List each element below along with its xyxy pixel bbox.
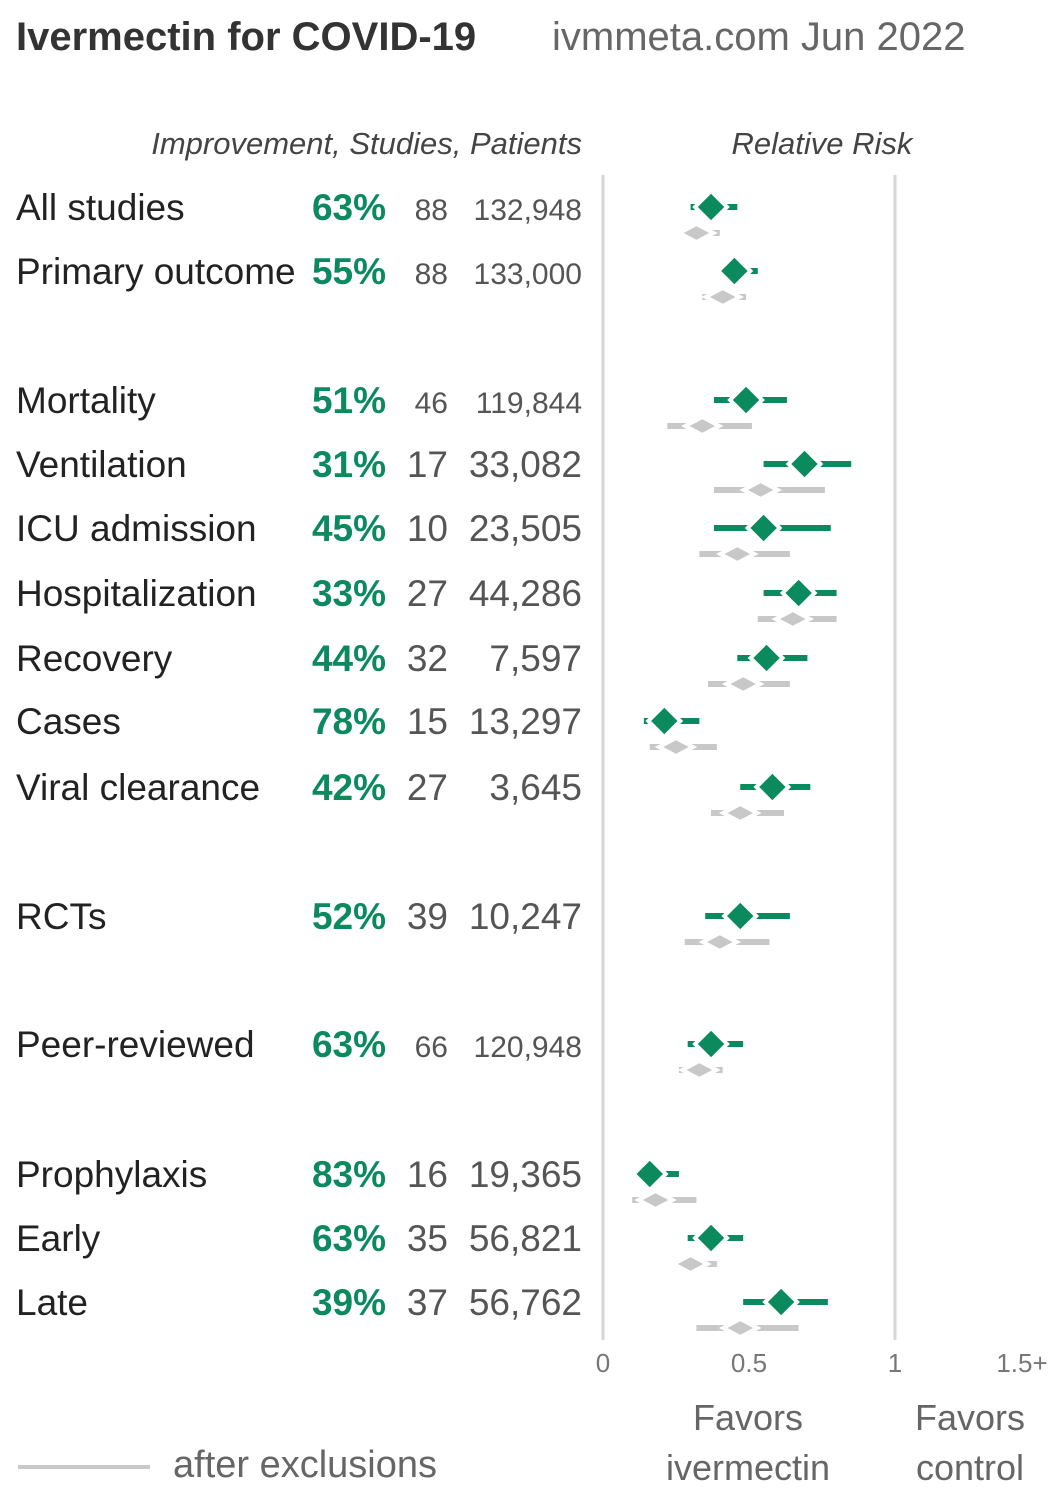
row-label: RCTs — [16, 896, 106, 937]
row-improvement: 52% — [312, 896, 386, 937]
main-point — [692, 1025, 730, 1063]
exclusions-point — [681, 414, 724, 438]
row-studies: 88 — [415, 194, 448, 227]
row-improvement: 63% — [312, 1024, 386, 1065]
row-patients: 3,645 — [489, 767, 582, 808]
main-point — [779, 574, 818, 612]
row-label: Recovery — [16, 638, 173, 679]
row-studies: 88 — [415, 258, 448, 291]
row-patients: 44,286 — [469, 573, 582, 614]
row-patients: 10,247 — [469, 896, 582, 937]
row-label: Primary outcome — [16, 251, 296, 292]
row-studies: 15 — [407, 701, 448, 742]
row-improvement: 51% — [312, 380, 386, 421]
row-label: Late — [16, 1282, 88, 1323]
row-patients: 133,000 — [474, 258, 582, 291]
row-improvement: 55% — [312, 251, 386, 292]
favors-ivermectin-line1: Favors — [693, 1397, 803, 1438]
row-label: Ventilation — [16, 444, 187, 485]
row-patients: 23,505 — [469, 508, 582, 549]
row-improvement: 63% — [312, 187, 386, 228]
main-point — [715, 252, 754, 290]
main-point — [762, 1283, 800, 1321]
x-tick-label: 1.5+ — [996, 1348, 1047, 1378]
row-patients: 120,948 — [474, 1031, 582, 1064]
legend-exclusions-label: after exclusions — [173, 1444, 437, 1486]
row-label: All studies — [16, 187, 185, 228]
exclusions-point — [716, 542, 759, 566]
row-studies: 16 — [407, 1154, 448, 1195]
row-studies: 46 — [415, 387, 448, 420]
row-studies: 37 — [407, 1282, 448, 1323]
exclusions-point — [634, 1188, 677, 1212]
x-tick-label: 0.5 — [731, 1348, 767, 1378]
row-improvement: 45% — [312, 508, 386, 549]
exclusions-point — [669, 1252, 712, 1276]
favors-ivermectin-line2: ivermectin — [666, 1447, 830, 1488]
row-studies: 39 — [407, 896, 448, 937]
row-patients: 56,821 — [469, 1218, 582, 1259]
chart-subtitle: ivmmeta.com Jun 2022 — [552, 15, 966, 59]
axis-title: Relative Risk — [732, 126, 914, 161]
exclusions-point — [654, 735, 698, 759]
row-improvement: 42% — [312, 767, 386, 808]
exclusions-point — [721, 672, 765, 696]
row-improvement: 63% — [312, 1218, 386, 1259]
main-point — [727, 381, 765, 419]
row-improvement: 83% — [312, 1154, 386, 1195]
row-patients: 13,297 — [469, 701, 582, 742]
main-point — [744, 509, 783, 547]
x-tick-label: 0 — [596, 1348, 610, 1378]
row-label: Prophylaxis — [16, 1154, 207, 1195]
row-improvement: 44% — [312, 638, 386, 679]
row-label: Early — [16, 1218, 101, 1259]
row-patients: 119,844 — [476, 387, 582, 420]
x-tick-label: 1 — [888, 1348, 902, 1378]
row-label: Viral clearance — [16, 767, 260, 808]
main-point — [645, 702, 684, 740]
row-patients: 19,365 — [469, 1154, 582, 1195]
exclusions-point — [718, 1316, 762, 1340]
exclusions-point — [718, 801, 762, 825]
row-studies: 27 — [407, 767, 448, 808]
exclusions-point — [698, 930, 742, 954]
row-studies: 27 — [407, 573, 448, 614]
exclusions-point — [701, 285, 744, 309]
row-studies: 66 — [415, 1031, 448, 1064]
exclusions-point — [678, 1058, 721, 1082]
row-patients: 7,597 — [489, 638, 582, 679]
row-label: Cases — [16, 701, 121, 742]
main-point — [747, 639, 786, 677]
main-point — [630, 1155, 669, 1193]
row-patients: 56,762 — [469, 1282, 582, 1323]
column-header: Improvement, Studies, Patients — [151, 126, 582, 161]
row-studies: 32 — [407, 638, 448, 679]
main-point — [721, 897, 760, 935]
row-patients: 33,082 — [469, 444, 582, 485]
main-point — [753, 768, 792, 806]
main-point — [785, 445, 824, 483]
row-label: Mortality — [16, 380, 156, 421]
row-studies: 17 — [407, 444, 448, 485]
chart-title: Ivermectin for COVID-19 — [16, 15, 476, 59]
main-point — [692, 1219, 730, 1257]
row-patients: 132,948 — [474, 194, 582, 227]
favors-control-line1: Favors — [915, 1397, 1025, 1438]
row-label: Hospitalization — [16, 573, 257, 614]
row-label: Peer-reviewed — [16, 1024, 255, 1065]
main-point — [692, 188, 730, 226]
exclusions-point — [771, 607, 815, 631]
row-studies: 35 — [407, 1218, 448, 1259]
row-label: ICU admission — [16, 508, 257, 549]
row-improvement: 39% — [312, 1282, 386, 1323]
row-studies: 10 — [407, 508, 448, 549]
row-improvement: 33% — [312, 573, 386, 614]
exclusions-point — [675, 221, 718, 245]
favors-control-line2: control — [916, 1447, 1024, 1488]
row-improvement: 78% — [312, 701, 386, 742]
row-improvement: 31% — [312, 444, 386, 485]
exclusions-point — [739, 478, 782, 502]
